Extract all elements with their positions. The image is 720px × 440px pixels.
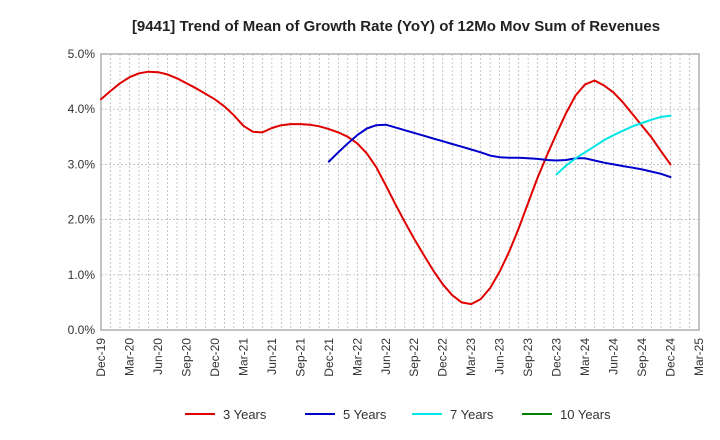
- series-layer: [100, 70, 672, 306]
- legend-label-3-years: 3 Years: [223, 407, 267, 422]
- x-tick-label: Jun-22: [379, 338, 393, 375]
- legend: 3 Years 5 Years 7 Years 10 Years: [185, 407, 611, 422]
- x-tick-label: Sep-23: [521, 338, 535, 377]
- x-axis-ticks: Dec-19 Mar-20 Jun-20 Sep-20 Dec-20 Mar-21 Jun-…: [94, 338, 706, 377]
- x-tick-label: Sep-21: [293, 338, 307, 377]
- x-tick-label: Dec-22: [436, 338, 450, 377]
- x-tick-label: Dec-21: [322, 338, 336, 377]
- x-tick-label: Sep-24: [635, 338, 649, 377]
- chart-title: [9441] Trend of Mean of Growth Rate (YoY…: [132, 18, 660, 35]
- x-tick-label: Jun-20: [151, 338, 165, 375]
- x-tick-label: Dec-20: [208, 338, 222, 377]
- x-tick-label: Jun-23: [493, 338, 507, 375]
- x-tick-label: Jun-24: [607, 338, 621, 375]
- x-tick-label: Mar-23: [464, 338, 478, 376]
- x-tick-label: Jun-21: [265, 338, 279, 375]
- x-tick-label: Dec-23: [550, 338, 564, 377]
- x-tick-label: Mar-20: [122, 338, 136, 376]
- series-line-5-years: [327, 123, 672, 179]
- y-tick-label: 0.0%: [68, 323, 96, 337]
- y-tick-label: 3.0%: [68, 157, 96, 171]
- legend-label-10-years: 10 Years: [560, 407, 611, 422]
- legend-label-5-years: 5 Years: [343, 407, 387, 422]
- y-axis-ticks: 0.0% 1.0% 2.0% 3.0% 4.0% 5.0%: [68, 47, 96, 337]
- y-tick-label: 4.0%: [68, 102, 96, 116]
- series-line-7-years: [555, 114, 672, 176]
- x-tick-label: Dec-24: [664, 338, 678, 377]
- x-tick-label: Dec-19: [94, 338, 108, 377]
- series-line-3-years: [100, 70, 672, 306]
- x-tick-label: Mar-22: [350, 338, 364, 376]
- x-tick-label: Sep-22: [407, 338, 421, 377]
- x-tick-label: Mar-25: [692, 338, 706, 376]
- x-tick-label: Sep-20: [179, 338, 193, 377]
- y-tick-label: 2.0%: [68, 213, 96, 227]
- x-tick-label: Mar-24: [578, 338, 592, 376]
- y-tick-label: 1.0%: [68, 268, 96, 282]
- y-tick-label: 5.0%: [68, 47, 96, 61]
- legend-label-7-years: 7 Years: [450, 407, 494, 422]
- x-tick-label: Mar-21: [236, 338, 250, 376]
- plot-area: [100, 53, 700, 331]
